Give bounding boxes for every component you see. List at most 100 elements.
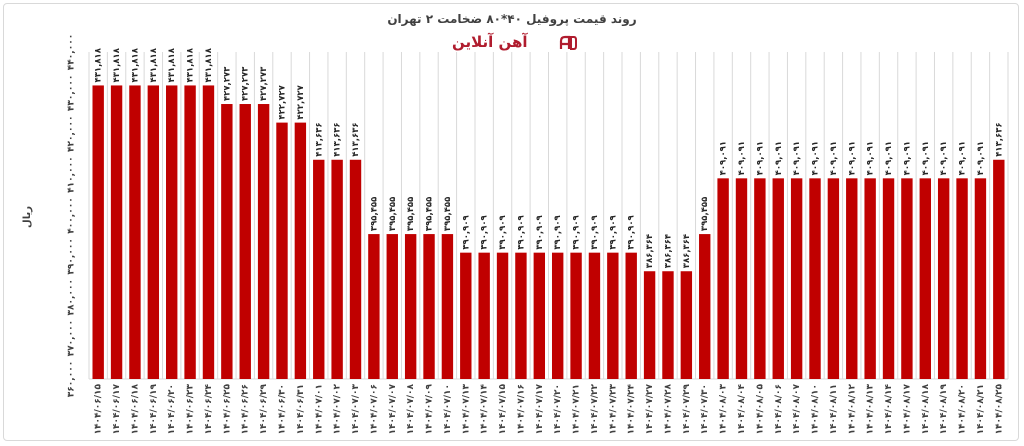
value-label: ۴۰۹,۰۹۱ xyxy=(847,141,857,175)
value-label: ۴۳۱,۸۱۸ xyxy=(186,47,196,82)
x-tick-label: ۱۴۰۴/۰۷/۲۰ xyxy=(553,384,563,435)
bar xyxy=(184,85,196,380)
bar xyxy=(864,178,876,379)
bar xyxy=(809,178,821,379)
value-label: ۴۰۹,۰۹۱ xyxy=(902,141,912,175)
bar xyxy=(221,104,233,380)
x-tick-label: ۱۴۰۴/۰۷/۱۶ xyxy=(516,384,526,435)
x-tick-label: ۱۴۰۴/۰۷/۱۷ xyxy=(535,384,545,435)
value-label: ۴۰۹,۰۹۱ xyxy=(774,141,784,175)
bar xyxy=(166,85,178,380)
value-label: ۴۲۷,۲۷۳ xyxy=(259,66,269,101)
x-tick-label: ۱۴۰۴/۰۶/۱۸ xyxy=(130,384,140,435)
bar xyxy=(349,159,362,379)
bar xyxy=(919,178,931,379)
value-label: ۳۹۰,۹۰۹ xyxy=(590,214,600,249)
bar xyxy=(588,252,601,379)
value-label: ۴۳۱,۸۱۸ xyxy=(130,47,140,82)
bar xyxy=(937,178,950,379)
y-tick-label: ۳۸۰,۰۰۰ xyxy=(67,279,77,315)
value-label: ۴۰۹,۰۹۱ xyxy=(737,141,747,175)
value-label: ۴۱۳,۶۳۶ xyxy=(351,122,361,156)
value-label: ۴۰۹,۰۹۱ xyxy=(939,141,949,175)
y-tick-label: ۴۳۰,۰۰۰ xyxy=(67,75,77,111)
y-tick-label: ۴۲۰,۰۰۰ xyxy=(67,116,77,152)
bar xyxy=(460,252,472,379)
x-tick-label: ۱۴۰۴/۰۷/۲۳ xyxy=(608,384,618,435)
chart-frame xyxy=(3,3,1019,441)
value-label: ۳۹۵,۴۵۵ xyxy=(700,197,710,231)
x-axis-ticks: ۱۴۰۴/۰۶/۱۵ ۱۴۰۴/۰۶/۱۷ ۱۴۰۴/۰۶/۱۸ ۱۴۰۴/۰۶/۱۹… xyxy=(94,384,1005,435)
value-label: ۳۹۵,۴۵۵ xyxy=(369,197,379,231)
x-tick-label: ۱۴۰۴/۰۶/۲۴ xyxy=(204,384,214,435)
bar xyxy=(735,178,748,379)
value-label: ۳۸۶,۳۶۴ xyxy=(682,234,692,268)
x-tick-label: ۱۴۰۴/۰۷/۲۲ xyxy=(590,384,600,435)
x-tick-label: ۱۴۰۴/۰۸/۰۷ xyxy=(792,384,802,435)
x-tick-label: ۱۴۰۴/۰۶/۲۶ xyxy=(241,384,251,435)
x-tick-label: ۱۴۰۴/۰۷/۰۳ xyxy=(351,384,361,435)
y-tick-label: ۴۰۰,۰۰۰ xyxy=(67,197,77,233)
x-tick-label: ۱۴۰۴/۰۷/۲۷ xyxy=(645,384,655,435)
y-axis-ticks: ۳۶۰,۰۰۰ ۳۷۰,۰۰۰ ۳۸۰,۰۰۰ ۳۹۰,۰۰۰ ۴۰۰,۰۰۰ ۴۱۰,۰… xyxy=(67,34,77,397)
value-label: ۳۹۰,۹۰۹ xyxy=(553,214,563,249)
x-tick-label: ۱۴۰۴/۰۸/۱۷ xyxy=(902,384,912,435)
value-label: ۴۰۹,۰۹۱ xyxy=(829,141,839,175)
bar xyxy=(294,122,307,379)
bar xyxy=(202,85,215,380)
value-label: ۴۰۹,۰۹۱ xyxy=(755,141,765,175)
grid-lines xyxy=(88,52,1009,380)
x-tick-label: ۱۴۰۴/۰۸/۱۹ xyxy=(939,384,949,435)
value-label: ۳۹۰,۹۰۹ xyxy=(608,214,618,249)
x-tick-label: ۱۴۰۴/۰۷/۱۴ xyxy=(480,384,490,435)
value-label: ۴۳۱,۸۱۸ xyxy=(112,47,122,82)
x-tick-label: ۱۴۰۴/۰۷/۰۹ xyxy=(425,384,435,435)
x-tick-label: ۱۴۰۴/۰۶/۲۵ xyxy=(222,384,232,435)
bar xyxy=(993,159,1005,379)
x-tick-label: ۱۴۰۴/۰۶/۳۰ xyxy=(277,384,287,435)
x-tick-label: ۱۴۰۴/۰۸/۲۵ xyxy=(994,384,1004,435)
y-axis-label: ریال xyxy=(22,206,33,228)
bar xyxy=(717,178,729,379)
bar xyxy=(699,234,711,379)
value-label: ۳۸۶,۳۶۴ xyxy=(645,234,655,268)
value-label: ۴۳۱,۸۱۸ xyxy=(167,47,177,82)
y-tick-label: ۳۶۰,۰۰۰ xyxy=(67,361,77,397)
bar xyxy=(478,252,490,379)
bar xyxy=(441,234,454,379)
value-label: ۳۹۰,۹۰۹ xyxy=(572,214,582,249)
x-tick-label: ۱۴۰۴/۰۸/۲۰ xyxy=(958,384,968,435)
value-label: ۴۰۹,۰۹۱ xyxy=(958,141,968,175)
value-label: ۴۲۷,۲۷۳ xyxy=(241,66,251,101)
bar xyxy=(533,252,546,379)
x-tick-label: ۱۴۰۴/۰۸/۲۱ xyxy=(976,384,986,435)
bar xyxy=(147,85,160,380)
x-tick-label: ۱۴۰۴/۰۸/۱۰ xyxy=(811,384,821,435)
bar xyxy=(368,234,380,379)
x-tick-label: ۱۴۰۴/۰۷/۱۰ xyxy=(443,384,453,435)
value-label: ۴۱۳,۶۳۶ xyxy=(994,122,1004,156)
bar xyxy=(772,178,784,379)
bar xyxy=(662,271,674,379)
value-label: ۳۹۰,۹۰۹ xyxy=(480,214,490,249)
x-tick-label: ۱۴۰۴/۰۸/۰۶ xyxy=(774,384,784,435)
bar xyxy=(257,104,270,380)
x-tick-label: ۱۴۰۴/۰۸/۱۲ xyxy=(847,384,857,435)
x-tick-label: ۱۴۰۴/۰۶/۱۷ xyxy=(112,384,122,435)
value-label: ۳۹۰,۹۰۹ xyxy=(535,214,545,249)
value-label: ۴۰۹,۰۹۱ xyxy=(811,141,821,175)
bar xyxy=(92,85,104,380)
x-tick-label: ۱۴۰۴/۰۷/۱۵ xyxy=(498,384,508,435)
x-tick-label: ۱۴۰۴/۰۶/۲۰ xyxy=(167,384,177,435)
y-tick-label: ۴۴۰,۰۰۰ xyxy=(67,34,77,70)
bar xyxy=(239,104,251,380)
bar xyxy=(790,178,803,379)
value-label: ۴۱۳,۶۳۶ xyxy=(314,122,324,156)
brand-name: آهن آنلاین xyxy=(452,33,528,51)
x-tick-label: ۱۴۰۴/۰۸/۱۸ xyxy=(921,384,931,435)
x-tick-label: ۱۴۰۴/۰۸/۱۴ xyxy=(884,384,894,435)
value-label: ۳۹۰,۹۰۹ xyxy=(498,214,508,249)
x-tick-label: ۱۴۰۴/۰۷/۳۰ xyxy=(700,384,710,435)
bar xyxy=(404,234,417,379)
